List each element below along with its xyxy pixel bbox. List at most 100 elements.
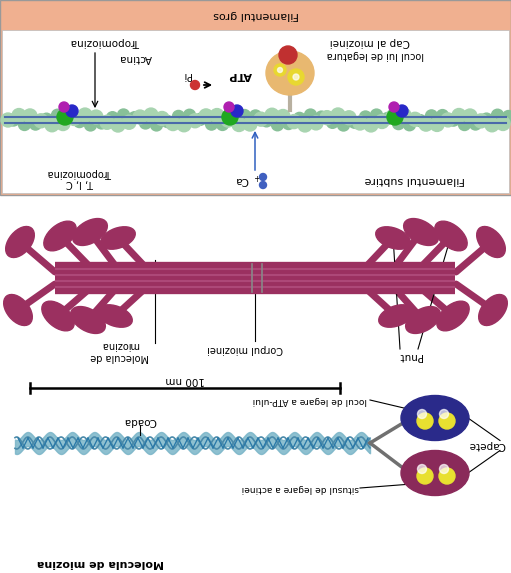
Text: ++: ++: [252, 172, 265, 182]
Circle shape: [492, 109, 503, 121]
Text: Pnut: Pnut: [398, 351, 422, 361]
Circle shape: [56, 116, 70, 131]
Text: T, I, C: T, I, C: [66, 178, 94, 188]
Circle shape: [463, 109, 477, 123]
Circle shape: [439, 468, 455, 484]
Circle shape: [227, 114, 240, 126]
Circle shape: [57, 109, 73, 125]
Circle shape: [382, 112, 393, 124]
Circle shape: [293, 112, 306, 124]
Circle shape: [480, 113, 493, 125]
Circle shape: [441, 113, 455, 127]
Circle shape: [305, 109, 316, 121]
Text: locul de legare a ATP-ului: locul de legare a ATP-ului: [253, 395, 367, 405]
Circle shape: [260, 182, 267, 189]
Circle shape: [18, 119, 31, 131]
Ellipse shape: [4, 295, 32, 325]
Circle shape: [274, 64, 286, 76]
Circle shape: [331, 108, 345, 122]
Circle shape: [439, 465, 449, 473]
Circle shape: [188, 114, 202, 128]
Circle shape: [417, 413, 433, 429]
Circle shape: [62, 111, 75, 123]
Circle shape: [283, 117, 294, 129]
Circle shape: [84, 119, 97, 131]
Text: Tropomiozina: Tropomiozina: [71, 37, 140, 47]
Circle shape: [485, 118, 499, 132]
Circle shape: [128, 112, 141, 124]
Circle shape: [155, 112, 169, 125]
Ellipse shape: [406, 307, 440, 333]
Circle shape: [183, 109, 196, 121]
Circle shape: [191, 80, 199, 89]
FancyBboxPatch shape: [0, 0, 511, 195]
Circle shape: [320, 111, 334, 125]
Text: Actina: Actina: [119, 53, 151, 63]
Circle shape: [45, 118, 59, 132]
Circle shape: [271, 119, 284, 131]
Circle shape: [231, 105, 243, 117]
Circle shape: [140, 117, 151, 129]
Circle shape: [173, 111, 184, 123]
Ellipse shape: [42, 301, 74, 331]
Circle shape: [496, 116, 510, 131]
Circle shape: [59, 102, 69, 112]
Circle shape: [397, 108, 411, 122]
Circle shape: [448, 114, 459, 126]
Circle shape: [502, 111, 511, 123]
Text: Filamentul subtire: Filamentul subtire: [365, 175, 465, 185]
Circle shape: [260, 174, 267, 180]
Circle shape: [342, 111, 356, 125]
Text: Tropomiozina: Tropomiozina: [48, 168, 112, 178]
Circle shape: [210, 108, 224, 123]
Circle shape: [52, 109, 63, 121]
Circle shape: [66, 105, 78, 117]
Circle shape: [261, 115, 272, 127]
Circle shape: [375, 115, 389, 128]
Circle shape: [78, 108, 92, 122]
Circle shape: [133, 110, 147, 124]
Circle shape: [293, 74, 299, 80]
Ellipse shape: [98, 305, 132, 327]
Circle shape: [34, 114, 48, 128]
Circle shape: [327, 116, 338, 128]
Circle shape: [277, 68, 283, 73]
Circle shape: [122, 115, 136, 129]
Circle shape: [474, 114, 488, 128]
Circle shape: [439, 413, 455, 429]
Text: locul lui de legatura: locul lui de legatura: [327, 50, 424, 60]
Circle shape: [265, 108, 279, 122]
Circle shape: [370, 109, 383, 121]
Circle shape: [161, 116, 174, 128]
Circle shape: [217, 119, 228, 131]
Circle shape: [279, 46, 297, 64]
Text: situsul de legare a actinei: situsul de legare a actinei: [241, 484, 359, 493]
Text: Corpul miozinei: Corpul miozinei: [207, 344, 283, 354]
Text: Capete: Capete: [468, 441, 505, 450]
Circle shape: [349, 116, 360, 128]
Ellipse shape: [477, 226, 505, 257]
Circle shape: [386, 109, 400, 123]
Circle shape: [436, 109, 449, 121]
Circle shape: [430, 117, 444, 131]
Circle shape: [199, 109, 213, 123]
Ellipse shape: [44, 221, 76, 251]
Circle shape: [232, 117, 246, 131]
Circle shape: [89, 110, 103, 124]
Circle shape: [439, 410, 449, 418]
Circle shape: [288, 69, 304, 85]
Circle shape: [458, 119, 471, 131]
Circle shape: [111, 118, 125, 132]
Circle shape: [396, 105, 408, 117]
Circle shape: [419, 117, 433, 131]
Circle shape: [452, 108, 466, 123]
Text: Molecula de miozina: Molecula de miozina: [36, 558, 164, 568]
Circle shape: [177, 117, 191, 132]
Circle shape: [417, 465, 427, 473]
Circle shape: [408, 112, 422, 126]
Circle shape: [118, 109, 129, 121]
Circle shape: [315, 111, 328, 123]
Circle shape: [224, 102, 234, 112]
Text: Ca: Ca: [234, 175, 248, 185]
Circle shape: [151, 119, 162, 131]
